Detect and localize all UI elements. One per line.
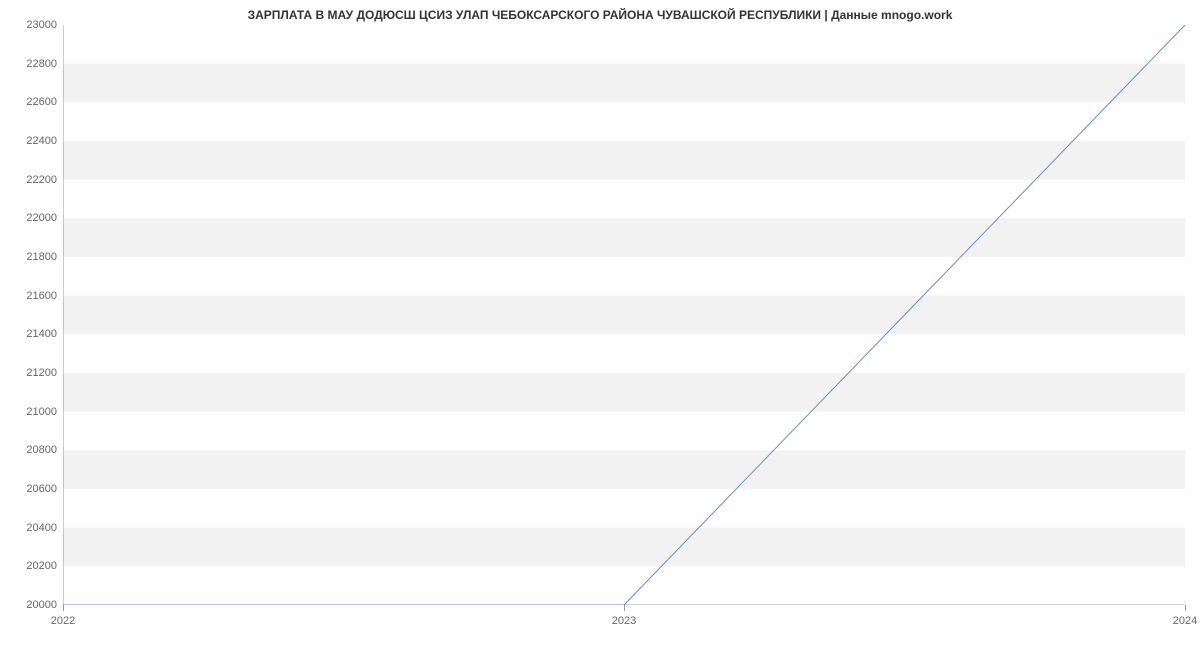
y-tick-label: 22400 bbox=[15, 135, 57, 147]
x-tick-mark bbox=[624, 605, 625, 611]
y-tick-label: 22800 bbox=[15, 58, 57, 70]
chart-svg bbox=[63, 25, 1185, 605]
y-tick-label: 20600 bbox=[15, 483, 57, 495]
y-tick-label: 21400 bbox=[15, 328, 57, 340]
x-tick-label: 2024 bbox=[1173, 615, 1197, 627]
x-tick-mark bbox=[1185, 605, 1186, 611]
y-tick-label: 20200 bbox=[15, 560, 57, 572]
x-tick-label: 2022 bbox=[51, 615, 75, 627]
chart-container: ЗАРПЛАТА В МАУ ДОДЮСШ ЦСИЗ УЛАП ЧЕБОКСАР… bbox=[0, 0, 1200, 650]
y-tick-label: 22000 bbox=[15, 212, 57, 224]
y-tick-label: 21800 bbox=[15, 251, 57, 263]
y-tick-label: 20800 bbox=[15, 444, 57, 456]
y-tick-label: 21000 bbox=[15, 406, 57, 418]
y-tick-label: 23000 bbox=[15, 19, 57, 31]
x-tick-mark bbox=[63, 605, 64, 611]
y-tick-label: 21600 bbox=[15, 290, 57, 302]
y-tick-label: 21200 bbox=[15, 367, 57, 379]
y-tick-label: 22200 bbox=[15, 174, 57, 186]
y-tick-label: 20400 bbox=[15, 522, 57, 534]
y-tick-label: 22600 bbox=[15, 96, 57, 108]
x-tick-label: 2023 bbox=[612, 615, 636, 627]
y-tick-label: 20000 bbox=[15, 599, 57, 611]
plot-area: 2000020200204002060020800210002120021400… bbox=[63, 25, 1185, 605]
chart-title: ЗАРПЛАТА В МАУ ДОДЮСШ ЦСИЗ УЛАП ЧЕБОКСАР… bbox=[0, 8, 1200, 22]
